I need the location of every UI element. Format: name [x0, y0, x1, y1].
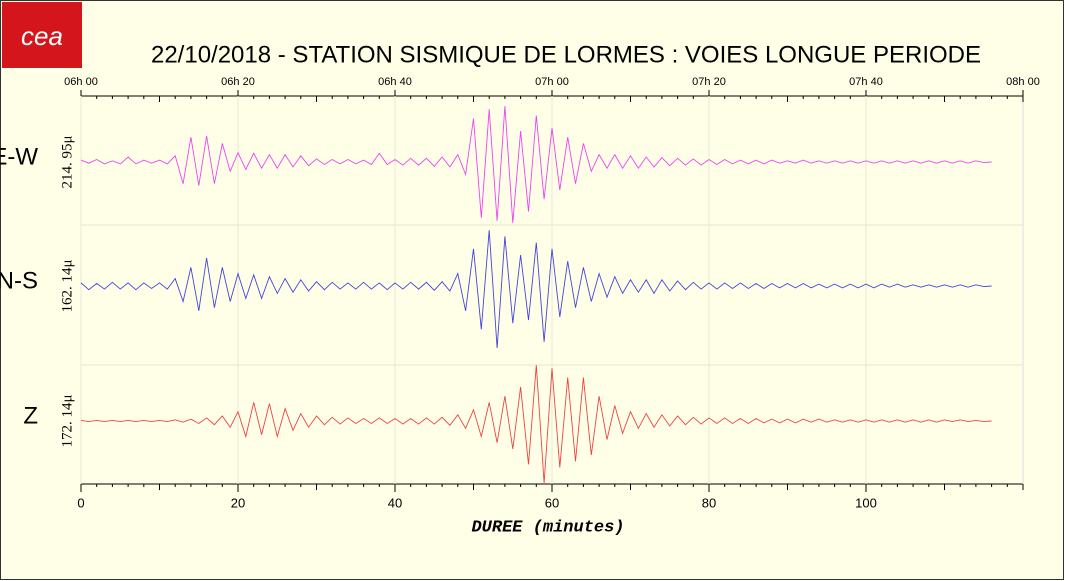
top-tick-label: 06h 00: [64, 76, 98, 88]
top-tick-label: 07h 00: [535, 76, 569, 88]
x-tick-label: 40: [388, 495, 402, 510]
x-tick-label: 60: [545, 495, 559, 510]
top-tick-label: 08h 00: [1006, 76, 1040, 88]
scale-label: 172. 14μ: [59, 394, 75, 447]
trace: [80, 365, 992, 484]
logo: cea: [21, 21, 63, 51]
chart-title: 22/10/2018 - STATION SISMIQUE DE LORMES …: [151, 41, 981, 68]
channel-name: E-W: [0, 143, 38, 170]
x-tick-label: 20: [231, 495, 245, 510]
trace: [80, 106, 992, 223]
trace: [80, 230, 992, 349]
channel-name: Z: [23, 402, 38, 429]
logo-box: [2, 2, 82, 68]
x-tick-label: 100: [855, 495, 877, 510]
channel-name: N-S: [0, 267, 38, 294]
top-tick-label: 06h 20: [221, 76, 255, 88]
top-tick-label: 06h 40: [378, 76, 412, 88]
scale-label: 162. 14μ: [59, 259, 75, 312]
top-tick-label: 07h 20: [692, 76, 726, 88]
top-tick-label: 07h 40: [849, 76, 883, 88]
x-axis-label: DUREE (minutes): [471, 518, 624, 537]
x-tick-label: 0: [77, 495, 84, 510]
x-tick-label: 80: [702, 495, 716, 510]
scale-label: 214. 95μ: [59, 135, 75, 188]
